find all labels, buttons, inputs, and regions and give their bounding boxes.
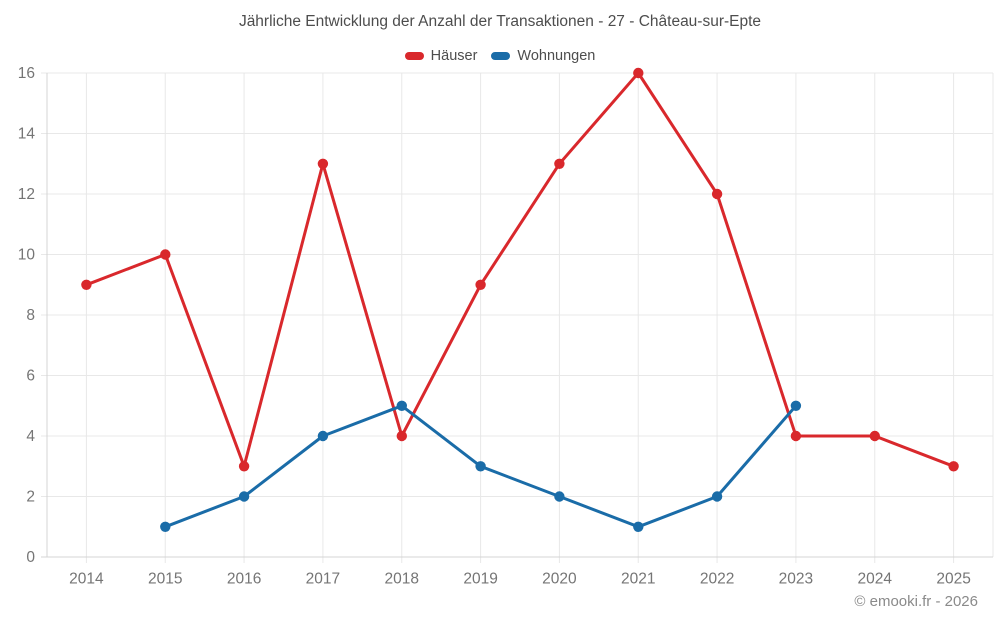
y-tick-label: 2 [26,489,35,506]
data-point[interactable] [317,158,329,169]
data-point[interactable] [160,521,171,532]
data-point[interactable] [869,430,880,442]
data-point[interactable] [711,188,723,200]
data-point[interactable] [238,461,250,472]
data-point[interactable] [633,521,644,532]
data-point[interactable] [790,430,802,442]
data-point[interactable] [317,430,329,442]
y-tick-label: 10 [18,247,36,264]
x-tick-label: 2025 [936,571,970,588]
copyright-text: © emooki.fr - 2026 [854,593,978,610]
data-point[interactable] [396,400,407,411]
legend-label: Wohnungen [517,48,596,64]
y-tick-label: 16 [18,65,35,82]
y-tick-label: 6 [26,368,35,385]
x-tick-label: 2021 [621,571,655,588]
data-point[interactable] [790,400,802,411]
chart-title: Jährliche Entwicklung der Anzahl der Tra… [238,13,762,30]
series-line-hauser [84,71,956,468]
data-point[interactable] [160,249,171,260]
x-tick-label: 2015 [148,571,182,588]
data-point[interactable] [633,67,644,79]
x-tick-label: 2019 [463,571,497,588]
x-tick-label: 2024 [858,571,893,588]
x-tick-label: 2023 [779,571,813,588]
y-tick-label: 12 [18,186,35,203]
x-tick-label: 2016 [227,571,261,588]
legend-item-hauser[interactable]: Häuser [404,48,478,64]
x-tick-label: 2018 [385,571,419,588]
data-point[interactable] [475,461,486,472]
y-tick-label: 0 [26,549,35,566]
legend-swatch [491,52,511,60]
legend: Häuser Wohnungen [0,48,1000,64]
legend-label: Häuser [430,48,478,64]
data-point[interactable] [554,491,565,502]
data-point[interactable] [475,279,486,290]
x-tick-label: 2017 [306,571,340,588]
legend-swatch [404,52,424,60]
data-point[interactable] [238,491,250,502]
y-tick-label: 8 [26,307,35,324]
data-point[interactable] [396,430,407,442]
y-tick-label: 4 [26,428,35,445]
data-point[interactable] [948,461,959,472]
data-point[interactable] [711,491,723,502]
y-tick-label: 14 [18,126,36,143]
data-point[interactable] [81,279,92,290]
x-tick-label: 2014 [69,571,104,588]
x-tick-label: 2020 [542,571,577,588]
x-tick-label: 2022 [700,571,734,588]
data-point[interactable] [554,158,565,169]
legend-item-wohnungen[interactable]: Wohnungen [491,48,595,64]
